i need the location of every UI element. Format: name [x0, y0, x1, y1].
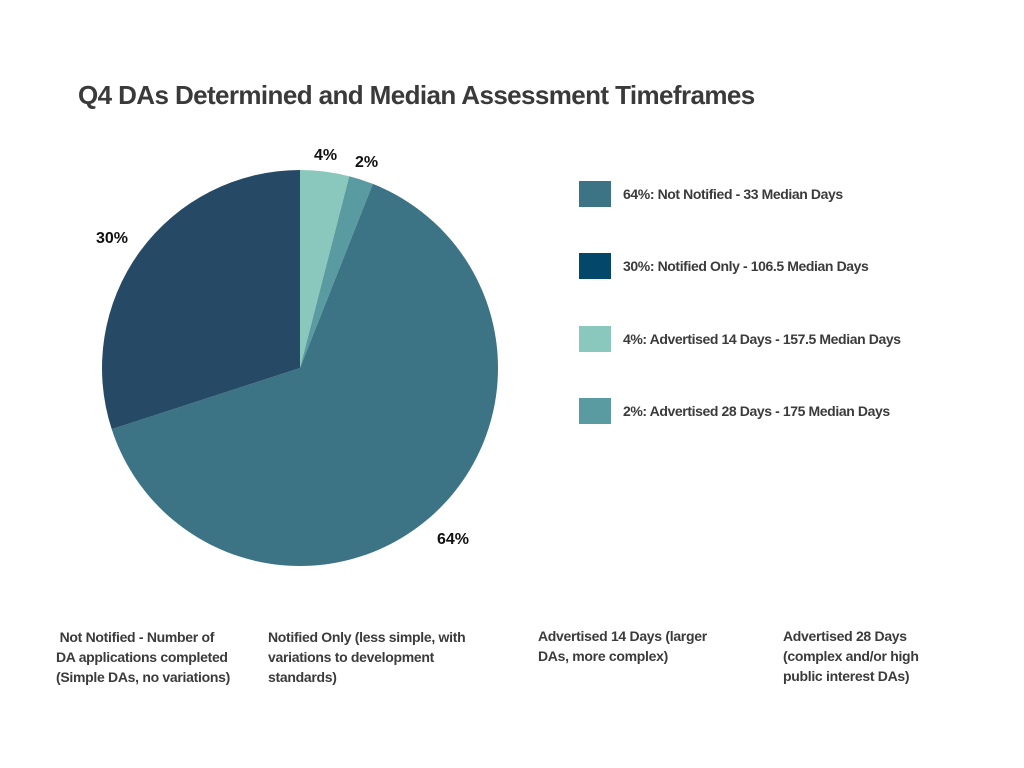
- note-line: Advertised 14 Days (larger: [538, 628, 707, 644]
- legend-swatch-advertised-14: [579, 326, 611, 352]
- note-line: public interest DAs): [783, 668, 910, 684]
- note-line: variations to development: [268, 649, 434, 665]
- note-advertised-14: Advertised 14 Days (larger DAs, more com…: [538, 626, 707, 666]
- slice-notified-only: [101, 170, 300, 430]
- legend-swatch-notified-only: [579, 253, 611, 279]
- note-line: DAs, more complex): [538, 648, 668, 664]
- slice-label-not-notified: 64%: [437, 531, 470, 548]
- note-line: Not Notified - Number of: [56, 629, 215, 645]
- slice-label-advertised-14: 4%: [314, 147, 338, 164]
- legend-label-advertised-28: 2%: Advertised 28 Days - 175 Median Days: [623, 403, 890, 419]
- legend-label-notified-only: 30%: Notified Only - 106.5 Median Days: [623, 258, 869, 274]
- chart-title: Q4 DAs Determined and Median Assessment …: [78, 80, 755, 110]
- note-advertised-28: Advertised 28 Days (complex and/or high …: [783, 626, 919, 686]
- note-line: (Simple DAs, no variations): [56, 669, 230, 685]
- slice-label-notified-only: 30%: [96, 230, 129, 247]
- legend-swatch-not-notified: [579, 181, 611, 207]
- legend-label-not-notified: 64%: Not Notified - 33 Median Days: [623, 186, 843, 202]
- note-line: DA applications completed: [56, 649, 228, 665]
- legend-label-advertised-14: 4%: Advertised 14 Days - 157.5 Median Da…: [623, 331, 901, 347]
- legend-swatch-advertised-28: [579, 398, 611, 424]
- slice-advertised-28: [300, 176, 373, 368]
- slice-advertised-14: [300, 170, 350, 368]
- note-notified-only: Notified Only (less simple, with variati…: [268, 627, 466, 687]
- slice-not-notified: [111, 183, 499, 567]
- note-line: Advertised 28 Days: [783, 628, 907, 644]
- slice-label-advertised-28: 2%: [355, 154, 379, 171]
- note-line: Notified Only (less simple, with: [268, 629, 466, 645]
- note-not-notified: Not Notified - Number of DA applications…: [56, 627, 230, 687]
- note-line: standards): [268, 669, 337, 685]
- note-line: (complex and/or high: [783, 648, 919, 664]
